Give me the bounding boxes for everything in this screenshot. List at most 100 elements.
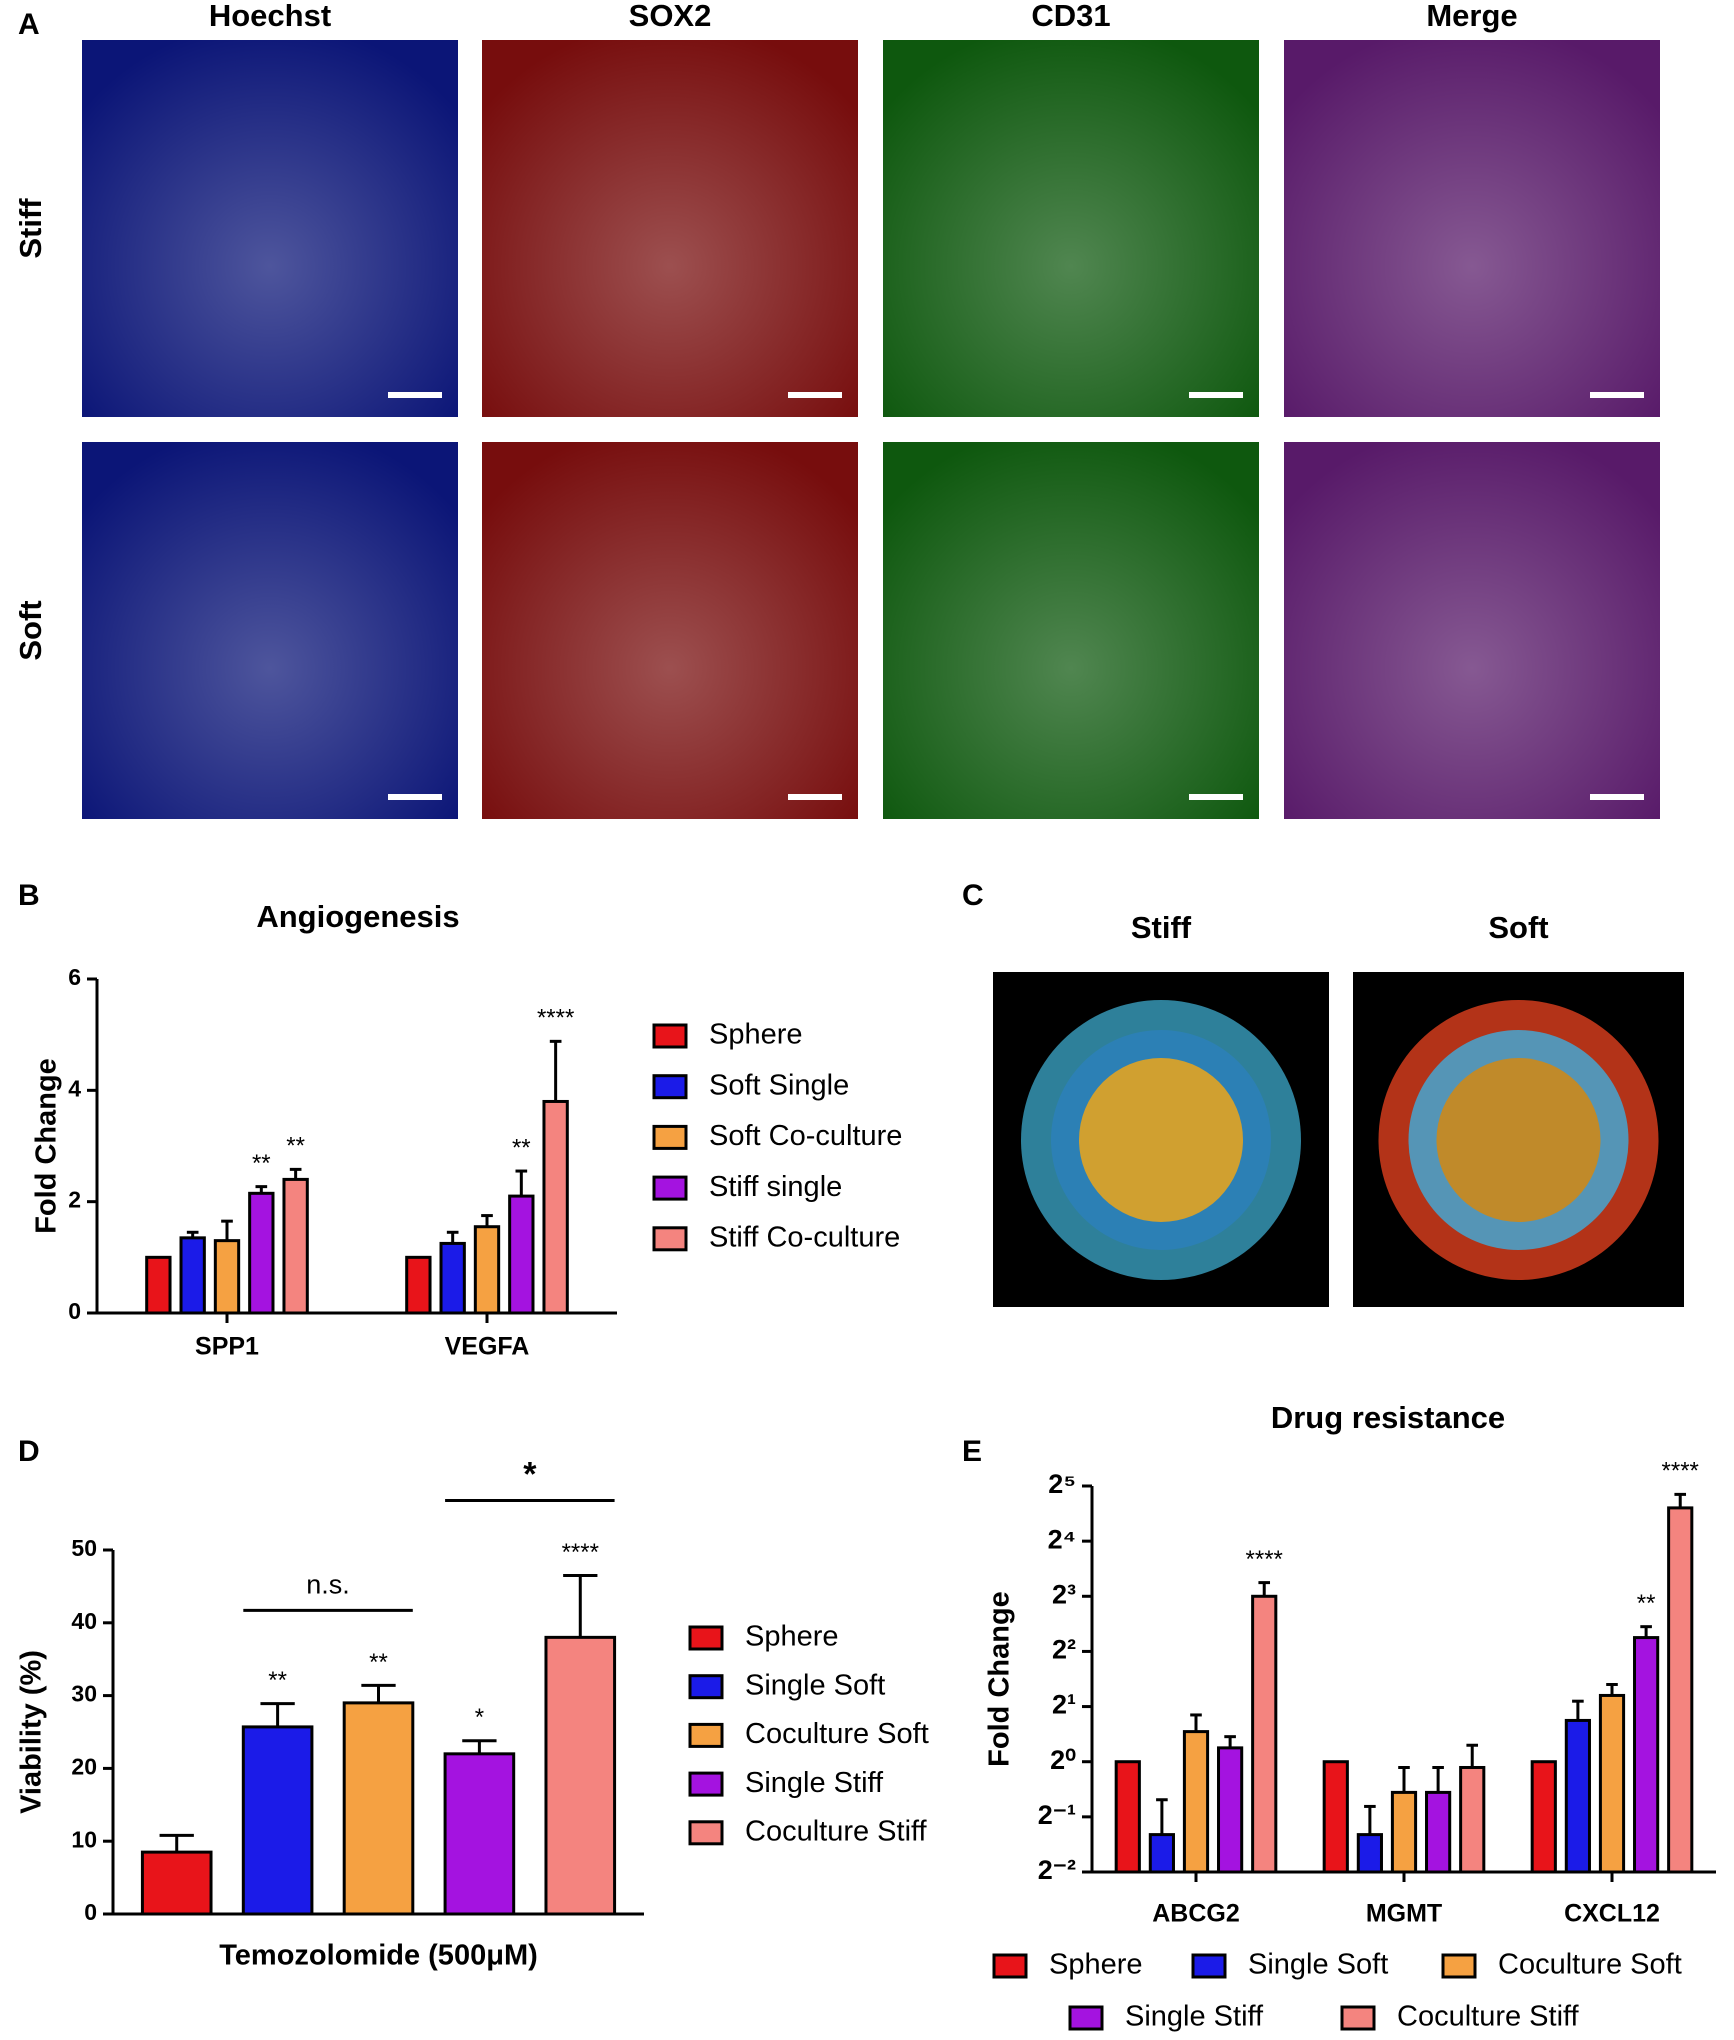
significance: **** — [1662, 1458, 1699, 1485]
bar — [248, 1191, 275, 1315]
legend-swatch — [652, 1226, 688, 1252]
bar — [1251, 1594, 1278, 1874]
legend-swatch — [688, 1771, 724, 1797]
significance: **** — [562, 1539, 599, 1566]
channel-label: SOX2 — [629, 0, 712, 33]
legend-label: Sphere — [1049, 1949, 1143, 1981]
bar — [1564, 1718, 1591, 1874]
significance: ** — [286, 1133, 305, 1160]
bar — [1633, 1636, 1660, 1874]
y-tick-label: 2 — [68, 1187, 81, 1213]
micrograph-glow — [883, 40, 1259, 417]
y-tick-label: 2⁵ — [1048, 1469, 1076, 1499]
y-tick-label: 2⁰ — [1050, 1745, 1076, 1775]
significance: ** — [252, 1150, 271, 1177]
significance: **** — [1246, 1546, 1283, 1573]
legend-swatch — [652, 1124, 688, 1150]
legend-label: Sphere — [745, 1621, 839, 1653]
legend-label: Coculture Stiff — [1397, 2001, 1580, 2033]
bar — [1667, 1506, 1694, 1874]
bar — [1530, 1760, 1557, 1874]
legend-swatch — [992, 1953, 1028, 1979]
channel-label: CD31 — [1031, 0, 1110, 33]
micrograph-glow — [82, 442, 458, 819]
channel-label: Hoechst — [209, 0, 331, 33]
legend-label: Coculture Soft — [745, 1718, 929, 1750]
bar — [439, 1241, 466, 1315]
bar — [282, 1177, 309, 1315]
micrograph-glow — [482, 40, 858, 417]
x-axis-label: Temozolomide (500μM) — [219, 1940, 538, 1972]
legend-label: Single Soft — [745, 1669, 885, 1701]
legend-label: Single Soft — [1248, 1949, 1388, 1981]
row-label: Stiff — [13, 198, 48, 259]
panel-label: D — [18, 1435, 40, 1468]
legend-swatch — [1340, 2005, 1376, 2031]
y-tick-label: 2³ — [1052, 1579, 1076, 1609]
x-tick-label: CXCL12 — [1564, 1900, 1660, 1928]
bar — [342, 1701, 415, 1916]
y-tick-label: 40 — [71, 1608, 97, 1634]
x-tick-label: SPP1 — [195, 1333, 259, 1361]
legend-swatch — [652, 1074, 688, 1100]
significance: ** — [268, 1667, 287, 1694]
bar — [145, 1255, 172, 1315]
y-tick-label: 50 — [71, 1535, 97, 1561]
legend-label: Soft Single — [709, 1069, 849, 1101]
bar — [1598, 1693, 1626, 1874]
render-title: Soft — [1488, 910, 1548, 945]
bar — [405, 1255, 432, 1315]
bar — [241, 1725, 314, 1916]
legend-label: Stiff Co-culture — [709, 1221, 900, 1253]
legend-label: Stiff single — [709, 1171, 842, 1203]
legend-swatch — [688, 1820, 724, 1846]
y-tick-label: 10 — [71, 1826, 97, 1852]
legend-swatch — [652, 1023, 688, 1049]
y-tick-label: 30 — [71, 1681, 97, 1707]
bar — [213, 1239, 241, 1315]
y-tick-label: 0 — [68, 1298, 81, 1324]
bar — [1148, 1833, 1175, 1874]
legend-swatch — [1441, 1953, 1477, 1979]
y-tick-label: 2⁻¹ — [1038, 1800, 1076, 1830]
bar — [1182, 1730, 1210, 1874]
y-tick-label: 2⁴ — [1048, 1524, 1076, 1554]
significance: * — [475, 1704, 484, 1731]
bar — [542, 1099, 569, 1315]
panel-label: E — [962, 1435, 982, 1468]
micrograph-glow — [82, 40, 458, 417]
bar — [1322, 1760, 1349, 1874]
y-tick-label: 2⁻² — [1038, 1855, 1076, 1885]
bar — [1114, 1760, 1141, 1874]
x-tick-label: ABCG2 — [1152, 1900, 1240, 1928]
y-tick-label: 6 — [68, 964, 81, 990]
bar — [1356, 1833, 1383, 1874]
legend-swatch — [1068, 2005, 1104, 2031]
bracket-label: n.s. — [306, 1570, 350, 1600]
legend-label: Coculture Soft — [1498, 1949, 1682, 1981]
legend-label: Soft Co-culture — [709, 1120, 902, 1152]
panel-label: A — [18, 8, 40, 41]
bar — [1390, 1790, 1418, 1874]
bar — [140, 1850, 213, 1916]
x-tick-label: MGMT — [1366, 1900, 1442, 1928]
y-tick-label: 2² — [1052, 1635, 1076, 1665]
legend-label: Sphere — [709, 1019, 803, 1051]
significance: ** — [369, 1649, 388, 1676]
bracket-label: * — [523, 1455, 537, 1493]
legend-swatch — [688, 1674, 724, 1700]
micrograph-glow — [883, 442, 1259, 819]
chart-title: Angiogenesis — [256, 899, 459, 934]
micrograph-glow — [482, 442, 858, 819]
legend-swatch — [1191, 1953, 1227, 1979]
significance: ** — [512, 1134, 531, 1161]
bar — [508, 1194, 535, 1315]
panel-label: B — [18, 879, 40, 912]
render-core — [1436, 1058, 1601, 1222]
y-tick-label: 0 — [84, 1899, 97, 1925]
micrograph-glow — [1284, 442, 1660, 819]
bar — [179, 1236, 206, 1315]
render-title: Stiff — [1131, 910, 1192, 945]
micrograph-glow — [1284, 40, 1660, 417]
